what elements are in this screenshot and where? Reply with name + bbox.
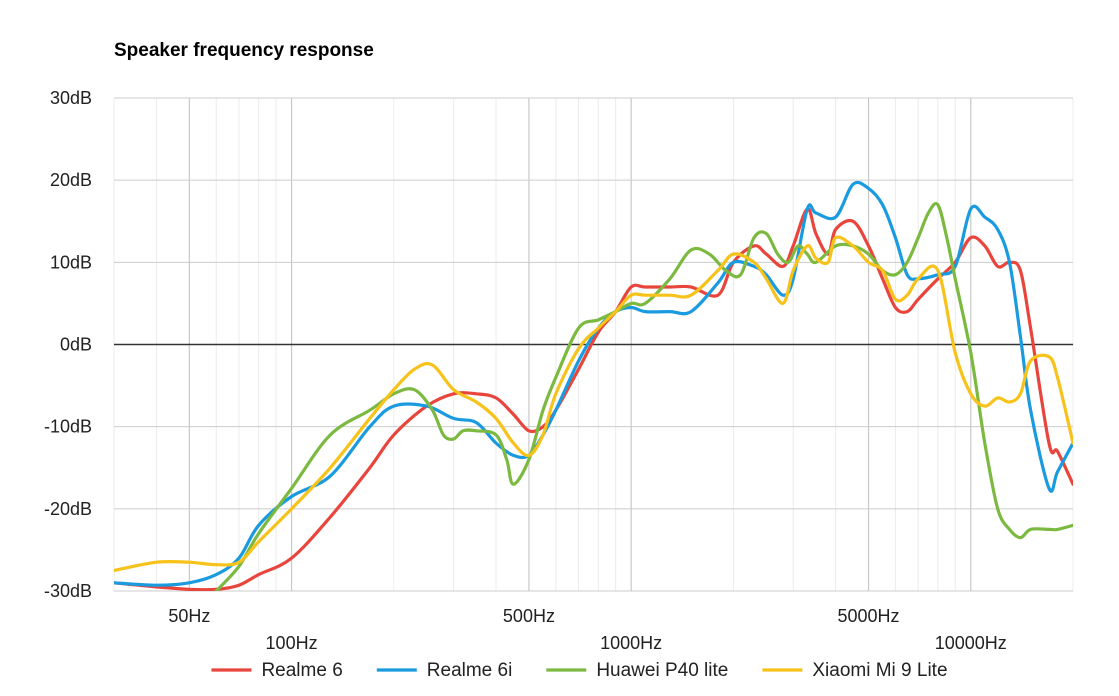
series-line-realme-6i <box>114 180 1073 587</box>
legend-label: Realme 6i <box>427 660 513 681</box>
grid-lines <box>113 97 1074 592</box>
y-tick-label: -20dB <box>44 499 92 519</box>
y-tick-label: -30dB <box>44 581 92 601</box>
x-tick-label: 100Hz <box>266 633 318 653</box>
y-tick-label: -10dB <box>44 417 92 437</box>
series-lines <box>114 180 1073 591</box>
legend-item[interactable]: Huawei P40 lite <box>546 660 728 681</box>
legend-label: Huawei P40 lite <box>596 660 728 681</box>
x-tick-label: 5000Hz <box>838 606 900 626</box>
y-tick-label: 10dB <box>50 252 92 272</box>
chart-title: Speaker frequency response <box>114 40 374 61</box>
legend-item[interactable]: Xiaomi Mi 9 Lite <box>762 660 948 681</box>
legend-item[interactable]: Realme 6 <box>211 660 343 681</box>
series-line-huawei-p40-lite <box>214 202 1073 591</box>
x-tick-label: 500Hz <box>503 606 555 626</box>
legend-item[interactable]: Realme 6i <box>376 660 513 681</box>
y-tick-label: 0dB <box>60 335 92 355</box>
legend-label: Xiaomi Mi 9 Lite <box>812 660 947 681</box>
y-axis-tick-labels: 30dB 20dB 10dB 0dB -10dB -20dB -30dB <box>44 88 92 601</box>
legend-label: Realme 6 <box>261 660 342 681</box>
x-tick-label: 1000Hz <box>600 633 662 653</box>
x-tick-label: 10000Hz <box>935 633 1007 653</box>
y-tick-label: 20dB <box>50 170 92 190</box>
legend: Realme 6 Realme 6i Huawei P40 lite Xiaomi M… <box>211 660 948 681</box>
x-axis-tick-labels: 50Hz 100Hz 500Hz 1000Hz 5000Hz 10000Hz <box>168 606 1006 653</box>
x-tick-label: 50Hz <box>168 606 210 626</box>
y-tick-label: 30dB <box>50 88 92 108</box>
series-line-xiaomi-mi-9-lite <box>114 235 1073 573</box>
